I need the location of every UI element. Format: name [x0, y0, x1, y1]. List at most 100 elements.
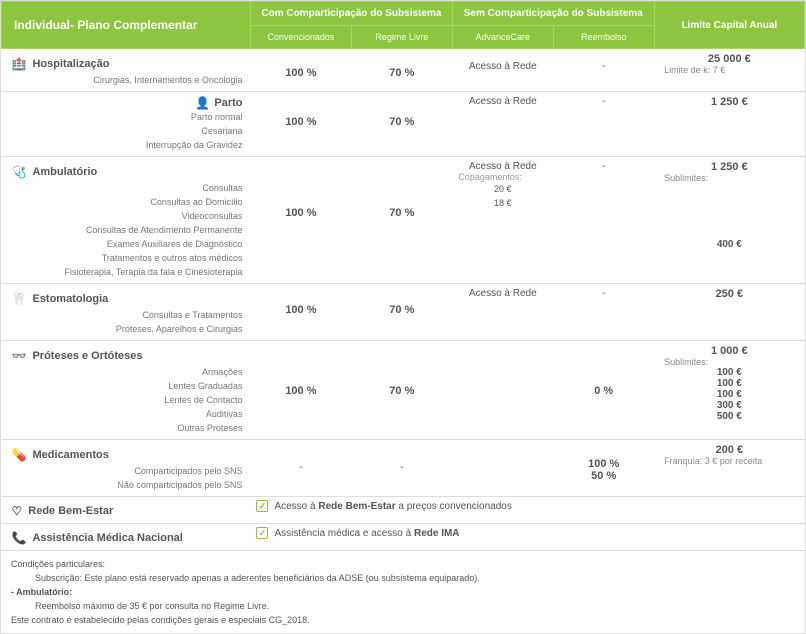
- val-reemb: 0 %: [559, 345, 648, 397]
- limit-sub: Sublimites:: [660, 357, 798, 367]
- row-assistencia: 📞 Assistência Médica Nacional ✓ Assistênc…: [2, 524, 805, 551]
- limit-main: 1 250 €: [660, 96, 798, 108]
- stethoscope-icon: 🩺: [12, 165, 27, 179]
- cat-title: Hospitalização: [32, 58, 109, 70]
- cat-title: Ambulatório: [32, 166, 97, 178]
- val-adv: Acesso à Rede: [458, 96, 547, 107]
- val-conv: 100 %: [256, 345, 345, 397]
- limit-main: 1 000 €: [660, 345, 798, 357]
- detail-line: Outras Proteses: [8, 421, 243, 435]
- limit-extra: 400 €: [660, 239, 798, 250]
- table-header: Individual- Plano Complementar Com Compa…: [2, 2, 805, 49]
- header-sub-adv: AdvanceCare: [452, 26, 553, 49]
- copay-val: 18 €: [458, 196, 547, 210]
- detail-line: Parto normal: [8, 110, 243, 124]
- header-sub-livre: Regime Livre: [351, 26, 452, 49]
- detail-line: Não comparticipados pelo SNS: [8, 478, 243, 492]
- val-livre: 70 %: [357, 288, 446, 316]
- row-parto: 👤Parto Parto normal Cesariana Interrupçã…: [2, 92, 805, 157]
- check-text: Acesso à Rede Bem-Estar a preços convenc…: [274, 501, 511, 512]
- cat-title: Assistência Médica Nacional: [32, 532, 182, 544]
- val-reemb: 100 %: [559, 444, 648, 470]
- cat-title: Rede Bem-Estar: [28, 505, 113, 517]
- header-sub-reemb: Reembolso: [553, 26, 654, 49]
- header-sub-conv: Convencionados: [250, 26, 351, 49]
- sublimit: 300 €: [660, 400, 798, 411]
- sublimit: 500 €: [660, 411, 798, 422]
- val-reemb: -: [559, 161, 648, 172]
- val-conv: -: [256, 444, 345, 473]
- detail-line: Próteses, Aparelhos e Cirurgias: [8, 322, 243, 336]
- row-ambulatorio: 🩺 Ambulatório Consultas Consultas ao Domi…: [2, 157, 805, 284]
- detail-line: Lentes Graduadas: [8, 379, 243, 393]
- val-livre: 70 %: [357, 345, 446, 397]
- val-conv: 100 %: [256, 288, 345, 316]
- detail-line: Fisioterapia, Terapia da fala e Cinesiot…: [8, 265, 243, 279]
- cat-title: Medicamentos: [32, 449, 108, 461]
- sublimit: 100 €: [660, 367, 798, 378]
- detail-line: Exames Auxiliares de Diagnóstico: [8, 237, 243, 251]
- person-icon: 👤: [195, 96, 210, 110]
- check-text: Assistência médica e acesso à Rede IMA: [274, 528, 459, 539]
- limit-main: 250 €: [660, 288, 798, 300]
- val-livre: 70 %: [357, 161, 446, 219]
- row-hospitalizacao: 🏥 Hospitalização Cirurgias, Internamentos…: [2, 49, 805, 92]
- plan-table-container: Individual- Plano Complementar Com Compa…: [0, 0, 806, 634]
- val-livre: 70 %: [357, 96, 446, 128]
- val-reemb: -: [559, 96, 648, 107]
- val-conv: 100 %: [256, 161, 345, 219]
- detail-line: Lentes de Contacto: [8, 393, 243, 407]
- detail-line: Auditivas: [8, 407, 243, 421]
- detail-line: Armações: [8, 365, 243, 379]
- val-livre: 70 %: [357, 53, 446, 79]
- sublimit: 100 €: [660, 378, 798, 389]
- pill-icon: 💊: [12, 448, 27, 462]
- val-livre: -: [357, 444, 446, 473]
- header-title: Individual- Plano Complementar: [2, 2, 251, 49]
- glasses-icon: 👓: [12, 349, 27, 363]
- copay-label: Copagamentos:: [458, 172, 547, 182]
- cat-title: Estomatologia: [32, 293, 108, 305]
- limit-sub: Franquia: 3 € por receita: [660, 456, 798, 466]
- hospital-icon: 🏥: [12, 57, 27, 71]
- check-icon: ✓: [256, 527, 268, 539]
- footer-line: Reembolso máximo de 35 € por consulta no…: [11, 599, 795, 613]
- heart-icon: ♡: [12, 504, 23, 518]
- plan-table: Individual- Plano Complementar Com Compa…: [1, 1, 805, 550]
- val-reemb: -: [559, 53, 648, 72]
- footer-conditions: Condições particulares: Subscrição: Este…: [1, 550, 805, 633]
- detail-line: Consultas: [8, 181, 243, 195]
- footer-line: Subscrição: Este plano está reservado ap…: [11, 571, 795, 585]
- footer-line: - Ambulatório:: [11, 585, 795, 599]
- header-limit: Limite Capital Anual: [654, 2, 804, 49]
- limit-main: 25 000 €: [660, 53, 798, 65]
- limit-sub: Sublimites:: [660, 173, 798, 183]
- cat-title: Parto: [214, 97, 242, 109]
- val-reemb: 50 %: [559, 470, 648, 482]
- header-group-com: Com Comparticipação do Subsistema: [250, 2, 452, 26]
- phone-icon: 📞: [12, 531, 27, 545]
- tooth-icon: 🦷: [12, 292, 27, 306]
- detail-line: Interrupção da Gravidez: [8, 138, 243, 152]
- val-conv: 100 %: [256, 53, 345, 79]
- sublimit: 100 €: [660, 389, 798, 400]
- val-conv: 100 %: [256, 96, 345, 128]
- row-rede-bem-estar: ♡Rede Bem-Estar ✓ Acesso à Rede Bem-Esta…: [2, 497, 805, 524]
- detail-line: Videoconsultas: [8, 209, 243, 223]
- footer-line: Condições particulares:: [11, 557, 795, 571]
- detail-line: Tratamentos e outros atos médicos: [8, 251, 243, 265]
- detail-line: Consultas de Atendimento Permanente: [8, 223, 243, 237]
- limit-sub: Limite de k: 7 €: [660, 65, 798, 75]
- cat-title: Próteses e Ortóteses: [32, 350, 142, 362]
- val-adv: Acesso à Rede: [458, 288, 547, 299]
- detail-line: Consultas ao Domicílio: [8, 195, 243, 209]
- limit-main: 1 250 €: [660, 161, 798, 173]
- row-medicamentos: 💊Medicamentos Comparticipados pelo SNS N…: [2, 440, 805, 497]
- detail-line: Consultas e Tratamentos: [8, 308, 243, 322]
- detail-line: Cirurgias, Internamentos e Oncologia: [8, 73, 243, 87]
- row-estomatologia: 🦷 Estomatologia Consultas e Tratamentos P…: [2, 284, 805, 341]
- copay-val: 20 €: [458, 182, 547, 196]
- val-reemb: -: [559, 288, 648, 299]
- val-adv: Acesso à Rede: [458, 161, 547, 172]
- row-proteses: 👓 Próteses e Ortóteses Armações Lentes Gr…: [2, 341, 805, 440]
